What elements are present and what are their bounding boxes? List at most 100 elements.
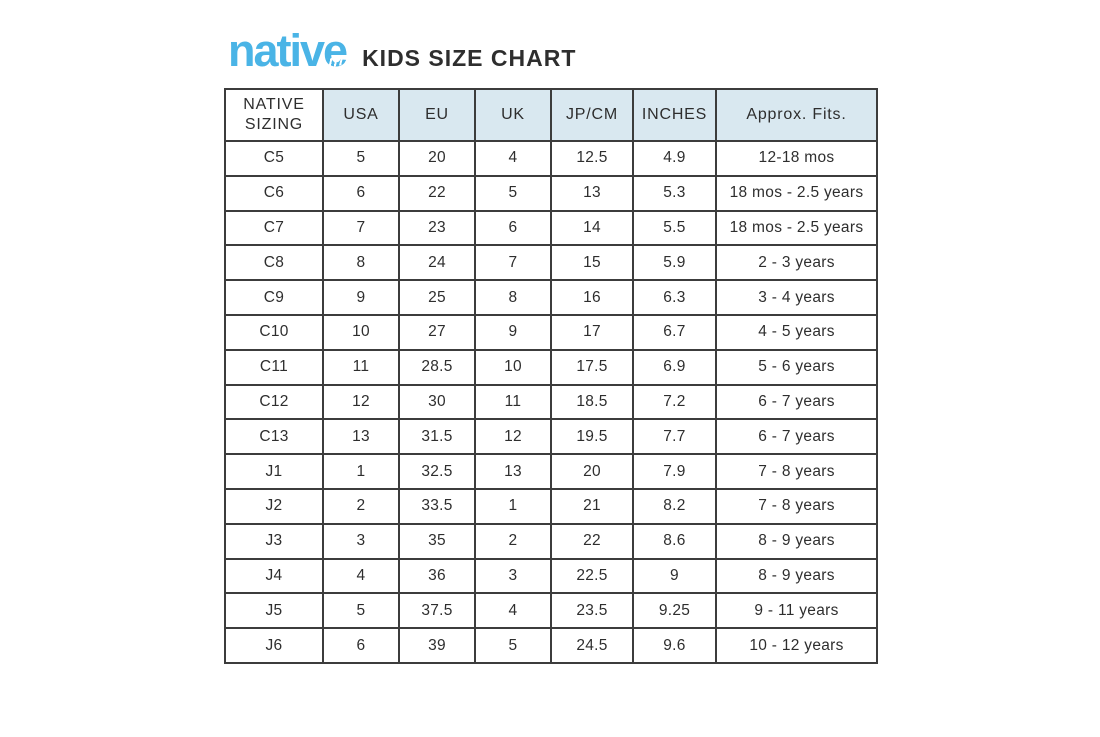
table-cell: 5 — [322, 140, 400, 177]
table-cell: 3 - 4 years — [715, 279, 878, 316]
table-cell: 1 — [322, 453, 400, 490]
table-cell: J1 — [224, 453, 324, 490]
column-header: NATIVE SIZING — [224, 88, 324, 142]
size-chart-table: NATIVE SIZING USA EU UK JP/CM INCHES Approx. F… — [224, 88, 878, 664]
table-cell: 12 — [322, 383, 400, 421]
table-cell: 32.5 — [398, 453, 476, 490]
table-cell: 13 — [474, 453, 552, 490]
table-row: C6 6 22 5 13 5.3 18 mos - 2.5 years — [224, 174, 878, 212]
table-cell: 9 - 11 years — [715, 592, 878, 630]
table-cell: 7.7 — [632, 418, 717, 456]
table-cell: 27 — [398, 313, 476, 351]
page-header: native KIDS SIZE CHART — [228, 28, 576, 73]
table-cell: 4 — [322, 557, 400, 595]
table-cell: 24 — [398, 244, 476, 282]
table-cell: 6.3 — [632, 279, 717, 316]
table-cell: 28.5 — [398, 348, 476, 386]
table-cell: 33.5 — [398, 487, 476, 525]
table-cell: 39 — [398, 627, 476, 664]
table-cell: C12 — [224, 383, 324, 421]
table-cell: 6 - 7 years — [715, 383, 878, 421]
page-title: KIDS SIZE CHART — [362, 45, 577, 71]
table-cell: 12 — [474, 418, 552, 456]
table-row: C7 7 23 6 14 5.5 18 mos - 2.5 years — [224, 209, 878, 247]
table-cell: 13 — [322, 418, 400, 456]
table-cell: J5 — [224, 592, 324, 630]
table-cell: 14 — [550, 209, 634, 247]
table-row: C9 9 25 8 16 6.3 3 - 4 years — [224, 279, 878, 316]
table-cell: 2 — [322, 487, 400, 525]
table-row: C11 11 28.5 10 17.5 6.9 5 - 6 years — [224, 348, 878, 386]
table-cell: 5.3 — [632, 174, 717, 212]
table-cell: 17 — [550, 313, 634, 351]
table-cell: C5 — [224, 140, 324, 177]
table-row: J5 5 37.5 4 23.5 9.25 9 - 11 years — [224, 592, 878, 630]
table-cell: 30 — [398, 383, 476, 421]
table-cell: J6 — [224, 627, 324, 664]
table-cell: 9.6 — [632, 627, 717, 664]
table-cell: 7 - 8 years — [715, 453, 878, 490]
table-cell: 17.5 — [550, 348, 634, 386]
table-cell: 3 — [322, 522, 400, 560]
table-row: C5 5 20 4 12.5 4.9 12-18 mos — [224, 140, 878, 177]
table-cell: C13 — [224, 418, 324, 456]
table-cell: 7.9 — [632, 453, 717, 490]
table-cell: 9.25 — [632, 592, 717, 630]
table-cell: 12-18 mos — [715, 140, 878, 177]
table-cell: 31.5 — [398, 418, 476, 456]
table-cell: C9 — [224, 279, 324, 316]
table-cell: 7 — [322, 209, 400, 247]
table-cell: 16 — [550, 279, 634, 316]
column-header: USA — [322, 88, 400, 142]
table-cell: C6 — [224, 174, 324, 212]
column-header: JP/CM — [550, 88, 634, 142]
table-row: C12 12 30 11 18.5 7.2 6 - 7 years — [224, 383, 878, 421]
table-cell: 4 — [474, 140, 552, 177]
table-cell: 8.2 — [632, 487, 717, 525]
table-row: C13 13 31.5 12 19.5 7.7 6 - 7 years — [224, 418, 878, 456]
native-logo-text: native — [228, 25, 348, 76]
table-cell: 23 — [398, 209, 476, 247]
table-cell: 7.2 — [632, 383, 717, 421]
table-cell: 6 - 7 years — [715, 418, 878, 456]
table-row: J2 2 33.5 1 21 8.2 7 - 8 years — [224, 487, 878, 525]
table-cell: 15 — [550, 244, 634, 282]
table-cell: 5 — [474, 174, 552, 212]
table-cell: 21 — [550, 487, 634, 525]
table-cell: 22 — [398, 174, 476, 212]
table-cell: 5 — [474, 627, 552, 664]
table-cell: 20 — [398, 140, 476, 177]
table-cell: 6 — [474, 209, 552, 247]
table-row: C8 8 24 7 15 5.9 2 - 3 years — [224, 244, 878, 282]
table-cell: C8 — [224, 244, 324, 282]
table-row: C10 10 27 9 17 6.7 4 - 5 years — [224, 313, 878, 351]
table-cell: 13 — [550, 174, 634, 212]
table-cell: 37.5 — [398, 592, 476, 630]
table-cell: J2 — [224, 487, 324, 525]
table-cell: 6.7 — [632, 313, 717, 351]
table-cell: 25 — [398, 279, 476, 316]
table-cell: 1 — [474, 487, 552, 525]
table-cell: 35 — [398, 522, 476, 560]
table-cell: 4 - 5 years — [715, 313, 878, 351]
table-cell: 5 - 6 years — [715, 348, 878, 386]
table-cell: J4 — [224, 557, 324, 595]
table-cell: 19.5 — [550, 418, 634, 456]
table-cell: 10 — [474, 348, 552, 386]
table-cell: C7 — [224, 209, 324, 247]
table-cell: 5 — [322, 592, 400, 630]
table-cell: 10 — [322, 313, 400, 351]
table-cell: 18 mos - 2.5 years — [715, 174, 878, 212]
table-cell: 22 — [550, 522, 634, 560]
column-header: EU — [398, 88, 476, 142]
column-header: INCHES — [632, 88, 717, 142]
table-header-row: NATIVE SIZING USA EU UK JP/CM INCHES Approx. F… — [224, 88, 878, 142]
table-body: C5 5 20 4 12.5 4.9 12-18 mos C6 6 22 5 13 5.3 18 mos … — [224, 140, 878, 664]
native-logo: native — [228, 25, 348, 76]
table-cell: C10 — [224, 313, 324, 351]
table-cell: 9 — [632, 557, 717, 595]
table-cell: 6.9 — [632, 348, 717, 386]
table-cell: 9 — [474, 313, 552, 351]
column-header: UK — [474, 88, 552, 142]
